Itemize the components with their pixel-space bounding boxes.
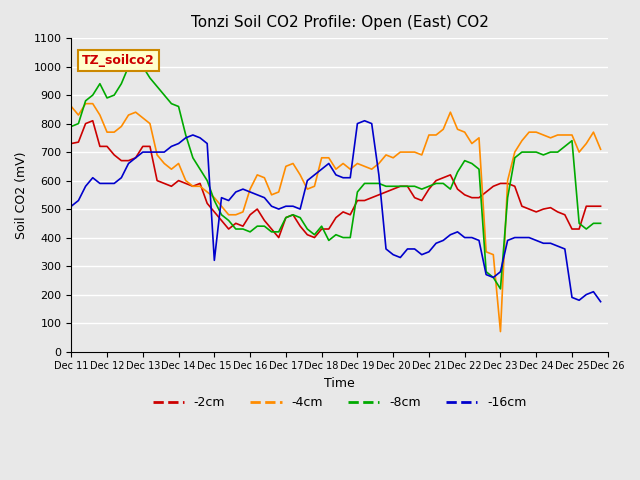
-8cm: [490, 275, 497, 280]
-8cm: [504, 195, 511, 201]
-4cm: [554, 132, 561, 138]
-4cm: [67, 104, 75, 109]
-2cm: [275, 235, 282, 240]
Legend: -2cm, -4cm, -8cm, -16cm: -2cm, -4cm, -8cm, -16cm: [147, 391, 531, 414]
-16cm: [497, 269, 504, 275]
-2cm: [504, 180, 511, 186]
-2cm: [497, 180, 504, 186]
Line: -8cm: -8cm: [71, 61, 600, 289]
-16cm: [475, 238, 483, 243]
-8cm: [67, 123, 75, 129]
-4cm: [596, 146, 604, 152]
-16cm: [67, 204, 75, 209]
-2cm: [518, 204, 525, 209]
Title: Tonzi Soil CO2 Profile: Open (East) CO2: Tonzi Soil CO2 Profile: Open (East) CO2: [191, 15, 488, 30]
-2cm: [118, 158, 125, 164]
-4cm: [82, 101, 90, 107]
-2cm: [554, 209, 561, 215]
Line: -16cm: -16cm: [71, 121, 600, 301]
Line: -2cm: -2cm: [71, 121, 600, 238]
Line: -4cm: -4cm: [71, 104, 600, 332]
-16cm: [361, 118, 369, 124]
-4cm: [475, 135, 483, 141]
-4cm: [497, 329, 504, 335]
-16cm: [110, 180, 118, 186]
-4cm: [118, 123, 125, 129]
X-axis label: Time: Time: [324, 377, 355, 390]
-16cm: [596, 299, 604, 304]
-4cm: [504, 178, 511, 183]
-16cm: [547, 240, 554, 246]
Y-axis label: Soil CO2 (mV): Soil CO2 (mV): [15, 151, 28, 239]
-8cm: [518, 149, 525, 155]
-2cm: [67, 141, 75, 146]
-2cm: [483, 189, 490, 195]
-4cm: [518, 138, 525, 144]
-4cm: [490, 252, 497, 258]
-8cm: [497, 286, 504, 292]
-8cm: [110, 92, 118, 98]
-16cm: [490, 275, 497, 280]
Text: TZ_soilco2: TZ_soilco2: [82, 54, 155, 67]
-2cm: [89, 118, 97, 124]
-2cm: [596, 204, 604, 209]
-16cm: [511, 235, 518, 240]
-8cm: [132, 58, 140, 64]
-8cm: [596, 220, 604, 226]
-8cm: [475, 166, 483, 172]
-8cm: [554, 149, 561, 155]
